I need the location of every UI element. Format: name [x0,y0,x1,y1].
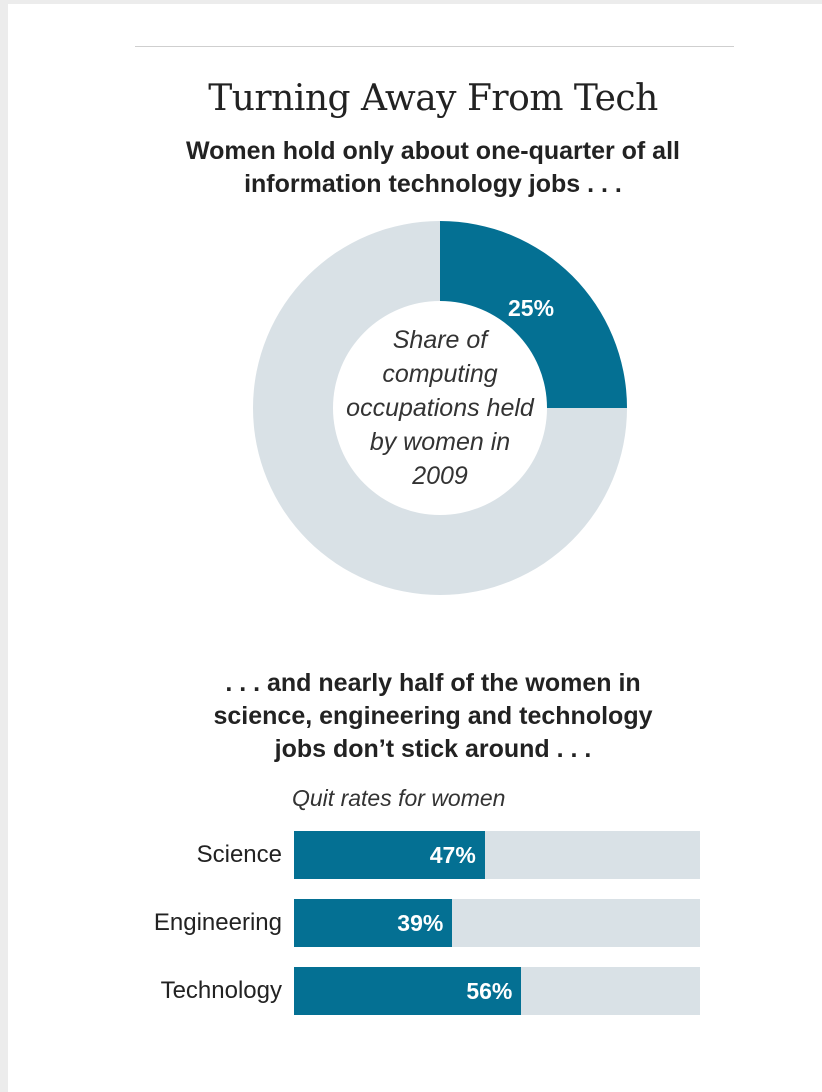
subhead-line: science, engineering and technology [213,702,653,730]
subhead-line: . . . and nearly half of the women in [225,669,641,697]
bar-value-label: 39% [397,910,444,936]
bar-engineering: 39% [294,899,453,947]
subhead-line: Women hold only about one-quarter of all [186,137,680,165]
bar-subhead: . . . and nearly half of the women in sc… [0,667,822,766]
bar-science: 47% [294,831,485,879]
bar-row-technology: Technology 56% [0,967,822,1015]
donut-center-line: occupations held [346,394,534,422]
donut-center-line: computing [382,360,498,388]
subhead-line: information technology jobs . . . [244,170,622,198]
bar-chart-caption: Quit rates for women [292,785,506,811]
donut-center-line: by women in [369,428,511,456]
bar-row-engineering: Engineering 39% [0,899,822,947]
bar-technology: 56% [294,967,522,1015]
bar-category-label: Technology [160,977,282,1004]
graphic-title: Turning Away From Tech [208,78,658,119]
donut-center-line: 2009 [412,462,468,490]
subhead-line: jobs don’t stick around . . . [274,735,592,763]
bar-track: 47% [294,831,700,879]
donut-center-line: Share of [392,326,488,354]
bar-category-label: Engineering [153,909,282,936]
bar-track: 56% [294,967,700,1015]
donut-slice-women [440,221,627,408]
donut-svg [253,221,627,595]
bar-value-label: 47% [429,842,476,868]
donut-slice-label: 25% [508,295,555,321]
donut-slice-remainder [253,221,627,595]
donut-center-text: Share of computing occupations held by w… [333,323,547,493]
bar-track: 39% [294,899,700,947]
bar-row-science: Science 47% [0,831,822,879]
bar-category-label: Science [196,841,282,868]
donut-subhead: Women hold only about one-quarter of all… [0,135,822,201]
donut-chart: 25% Share of computing occupations held … [253,221,627,595]
bar-value-label: 56% [466,978,513,1004]
top-divider [135,46,734,47]
